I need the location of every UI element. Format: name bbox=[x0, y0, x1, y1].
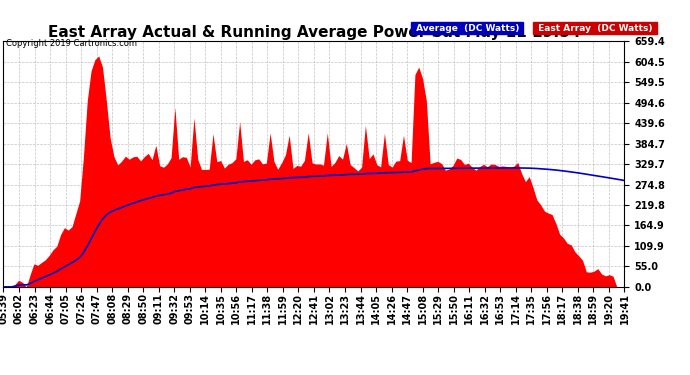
Text: East Array  (DC Watts): East Array (DC Watts) bbox=[535, 24, 656, 33]
Text: Average  (DC Watts): Average (DC Watts) bbox=[413, 24, 522, 33]
Title: East Array Actual & Running Average Power Sat May 11 19:54: East Array Actual & Running Average Powe… bbox=[48, 25, 580, 40]
Text: Copyright 2019 Cartronics.com: Copyright 2019 Cartronics.com bbox=[6, 39, 137, 48]
